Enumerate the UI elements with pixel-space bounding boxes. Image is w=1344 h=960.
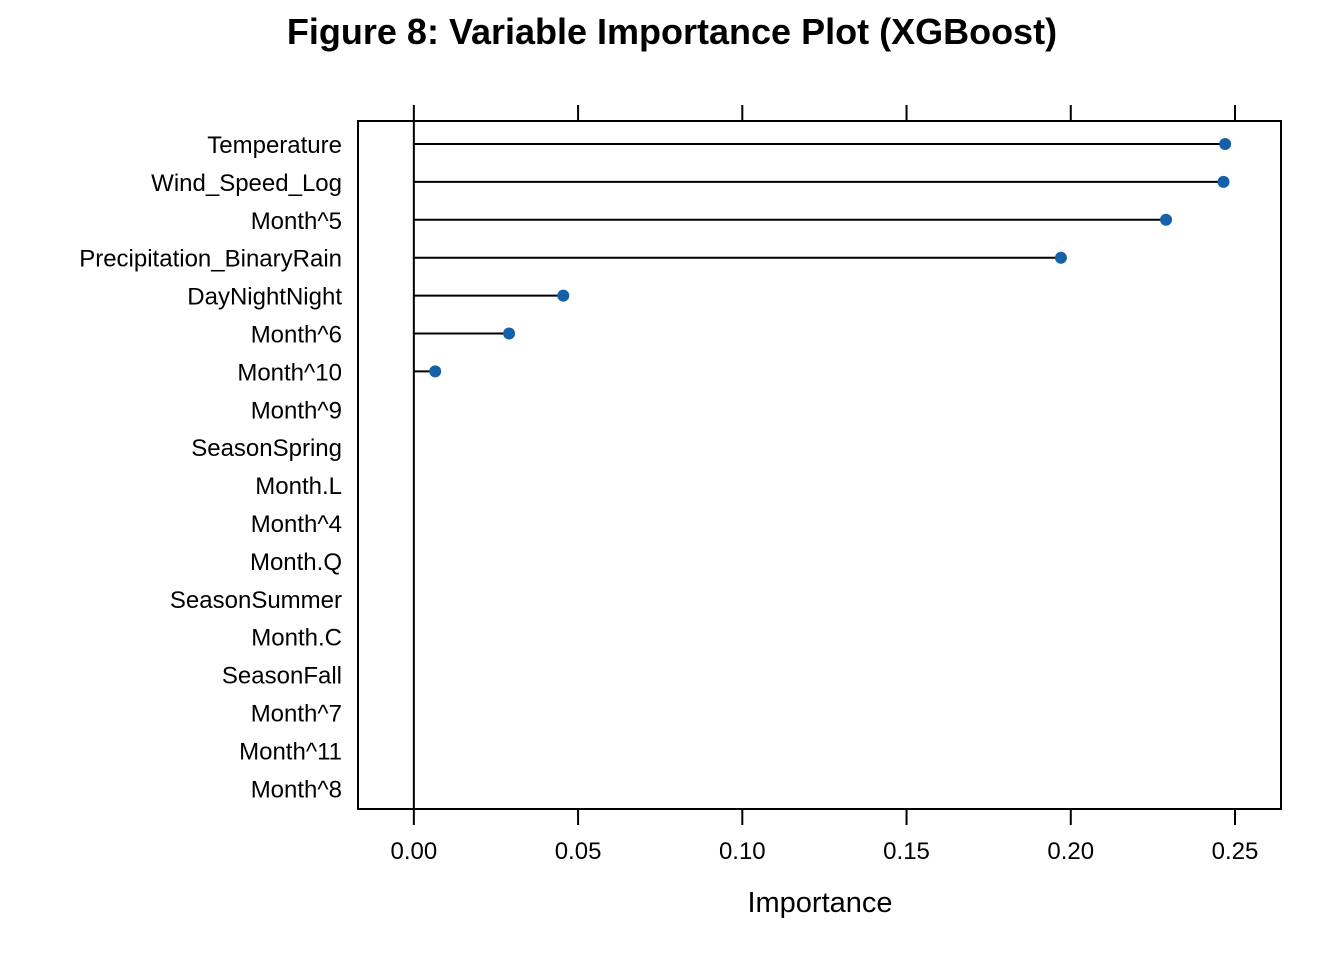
data-point xyxy=(503,327,516,340)
category-label: Month^11 xyxy=(239,738,342,765)
data-point xyxy=(1219,138,1232,150)
category-label: Month^8 xyxy=(251,776,342,803)
x-tick-label: 0.10 xyxy=(719,838,766,865)
data-point xyxy=(1054,251,1067,264)
x-tick-label: 0.05 xyxy=(555,838,602,865)
category-label: DayNightNight xyxy=(187,284,342,311)
data-point xyxy=(557,289,570,302)
category-label: Precipitation_BinaryRain xyxy=(79,246,342,273)
category-label: SeasonSpring xyxy=(191,435,342,462)
category-label: Month^4 xyxy=(251,511,342,538)
data-point xyxy=(1160,213,1173,226)
x-tick-label: 0.25 xyxy=(1212,838,1259,865)
category-labels: Temperature Wind_Speed_Log Month^5 Precipit… xyxy=(79,132,342,803)
x-axis-title: Importance xyxy=(747,887,892,919)
category-label: Month^9 xyxy=(251,397,342,424)
data-point xyxy=(1217,175,1230,188)
category-label: Month^5 xyxy=(251,208,342,235)
category-label: Month.Q xyxy=(250,549,342,576)
category-label: Month^10 xyxy=(237,359,342,386)
plot-frame xyxy=(357,120,1282,810)
category-label: Temperature xyxy=(207,132,342,159)
data-point xyxy=(429,365,442,378)
x-tick-label: 0.20 xyxy=(1047,838,1094,865)
category-label: Month.L xyxy=(255,473,342,500)
top-axis-ticks xyxy=(412,105,1237,121)
category-label: Month.C xyxy=(251,625,342,652)
category-label: SeasonSummer xyxy=(170,587,342,614)
category-label: SeasonFall xyxy=(222,663,342,690)
x-tick-label: 0.00 xyxy=(390,838,437,865)
category-label: Month^6 xyxy=(251,322,342,349)
x-tick-label: 0.15 xyxy=(883,838,930,865)
category-label: Month^7 xyxy=(251,701,342,728)
data-marks xyxy=(413,138,1232,378)
bottom-axis: 0.00 0.05 0.10 0.15 0.20 0.25 xyxy=(390,809,1258,865)
chart-title: Figure 8: Variable Importance Plot (XGBo… xyxy=(287,11,1057,52)
category-label: Wind_Speed_Log xyxy=(151,170,342,197)
